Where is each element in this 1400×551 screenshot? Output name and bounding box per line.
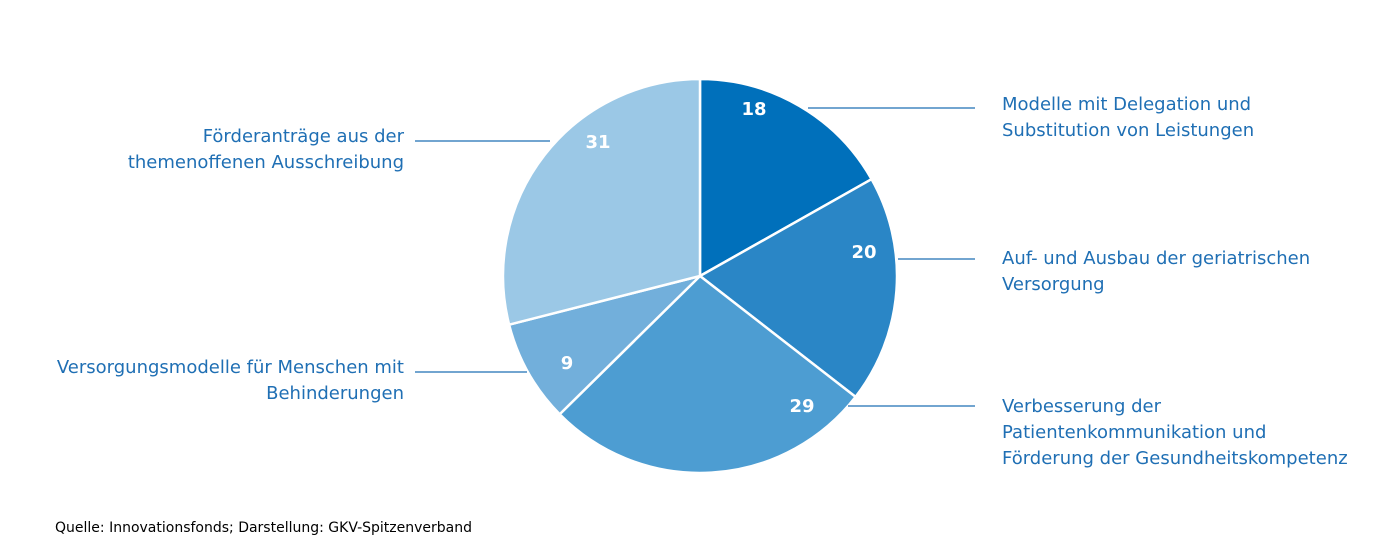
value-label: 31	[585, 132, 610, 153]
pie-slice	[557, 274, 858, 475]
category-label: Patientenkommunikation und	[1002, 422, 1266, 443]
category-label: Förderung der Gesundheitskompetenz	[1002, 448, 1348, 469]
category-label: Förderanträge aus der	[203, 126, 405, 147]
value-label: 20	[851, 242, 876, 263]
source-note: Quelle: Innovationsfonds; Darstellung: G…	[55, 520, 472, 536]
value-label: 29	[789, 396, 814, 417]
category-label: themenoffenen Ausschreibung	[128, 152, 404, 173]
pie-slice	[501, 77, 702, 327]
category-label: Substitution von Leistungen	[1002, 120, 1254, 141]
pie-slice	[698, 77, 874, 279]
category-label: Behinderungen	[266, 383, 404, 404]
category-label: Modelle mit Delegation und	[1002, 94, 1251, 115]
value-label: 9	[561, 353, 574, 374]
category-label: Versorgung	[1002, 274, 1105, 295]
category-label: Auf- und Ausbau der geriatrischen	[1002, 248, 1310, 269]
category-label: Verbesserung der	[1002, 396, 1162, 417]
pie-slice	[697, 177, 899, 399]
pie-slice	[507, 273, 705, 417]
value-label: 18	[741, 99, 766, 120]
category-label: Versorgungsmodelle für Menschen mit	[57, 357, 404, 378]
